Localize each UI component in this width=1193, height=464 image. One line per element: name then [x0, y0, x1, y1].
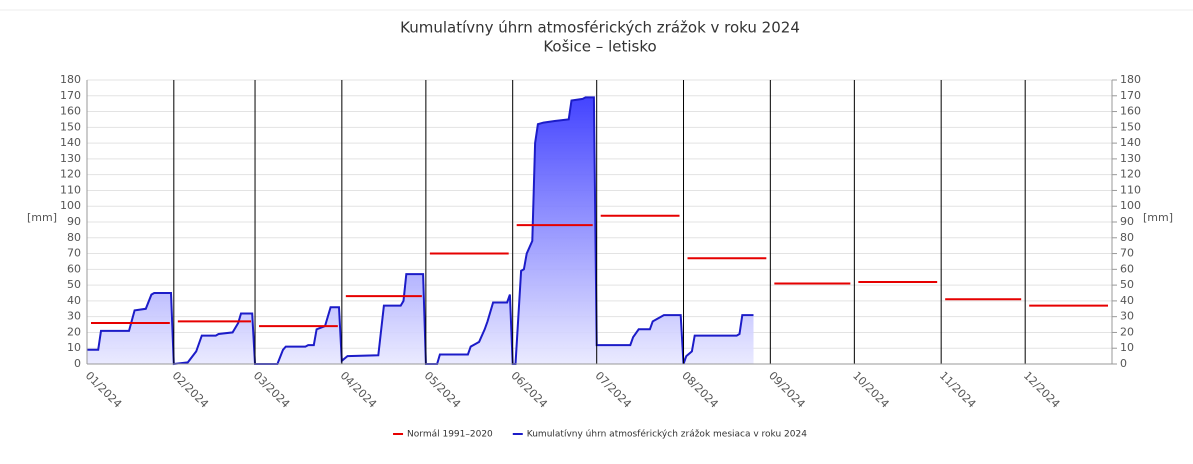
area-line: [87, 96, 754, 366]
y-tick-label: 180: [60, 73, 81, 86]
x-tick-label: 12/2024: [1021, 369, 1063, 411]
y2-tick-label: 50: [1120, 278, 1134, 291]
x-tick-label: 04/2024: [338, 369, 380, 411]
y-tick-label: 10: [67, 341, 81, 354]
x-tick-label: 03/2024: [251, 369, 293, 411]
y-tick-label: 160: [60, 105, 81, 118]
y2-tick-label: 90: [1120, 215, 1134, 228]
legend-label: Normál 1991–2020: [407, 430, 493, 440]
y-tick-label: 70: [67, 247, 81, 260]
legend-label: Kumulatívny úhrn atmosférických zrážok m…: [527, 429, 807, 440]
x-tick-label: 02/2024: [170, 369, 212, 411]
y2-tick-label: 20: [1120, 325, 1134, 338]
y-tick-label: 140: [60, 136, 81, 149]
y2-tick-label: 110: [1120, 183, 1141, 196]
y-tick-label: 90: [67, 215, 81, 228]
legend-item: Kumulatívny úhrn atmosférických zrážok m…: [512, 429, 807, 440]
legend-item: Normál 1991–2020: [393, 430, 493, 440]
y2-tick-label: 70: [1120, 247, 1134, 260]
y2-tick-label: 10: [1120, 341, 1134, 354]
area-fill: [87, 97, 754, 365]
y2-tick-label: 140: [1120, 136, 1141, 149]
y2-tick-label: 40: [1120, 294, 1134, 307]
y-tick-label: 30: [67, 310, 81, 323]
y2-tick-label: 100: [1120, 199, 1141, 212]
y-tick-label: 150: [60, 120, 81, 133]
y2-tick-label: 130: [1120, 152, 1141, 165]
y2-tick-label: 120: [1120, 168, 1141, 181]
y-tick-label: 120: [60, 168, 81, 181]
y2-tick-label: 30: [1120, 310, 1134, 323]
y2-axis-label: [mm]: [1143, 211, 1173, 224]
y-tick-label: 100: [60, 199, 81, 212]
chart-subtitle: Košice – letisko: [543, 38, 656, 56]
y-tick-label: 50: [67, 278, 81, 291]
y2-tick-label: 170: [1120, 89, 1141, 102]
y2-tick-label: 150: [1120, 120, 1141, 133]
y-tick-label: 0: [74, 357, 81, 370]
y2-tick-label: 60: [1120, 262, 1134, 275]
y-tick-label: 170: [60, 89, 81, 102]
y2-tick-label: 80: [1120, 231, 1134, 244]
y-tick-label: 40: [67, 294, 81, 307]
y-tick-label: 20: [67, 325, 81, 338]
x-tick-label: 10/2024: [850, 369, 892, 411]
x-tick-label: 09/2024: [766, 369, 808, 411]
x-tick-label: 01/2024: [83, 369, 125, 411]
x-tick-label: 07/2024: [592, 369, 634, 411]
x-tick-label: 11/2024: [937, 369, 979, 411]
y-axis-label: [mm]: [27, 211, 57, 224]
y2-tick-label: 160: [1120, 105, 1141, 118]
y-tick-label: 110: [60, 183, 81, 196]
chart-title: Kumulatívny úhrn atmosférických zrážok v…: [400, 19, 800, 37]
y2-tick-label: 0: [1120, 357, 1127, 370]
x-tick-label: 05/2024: [422, 369, 464, 411]
y2-tick-label: 180: [1120, 73, 1141, 86]
y-tick-label: 60: [67, 262, 81, 275]
y-tick-label: 80: [67, 231, 81, 244]
y-tick-label: 130: [60, 152, 81, 165]
x-tick-label: 08/2024: [679, 369, 721, 411]
x-tick-label: 06/2024: [508, 369, 550, 411]
